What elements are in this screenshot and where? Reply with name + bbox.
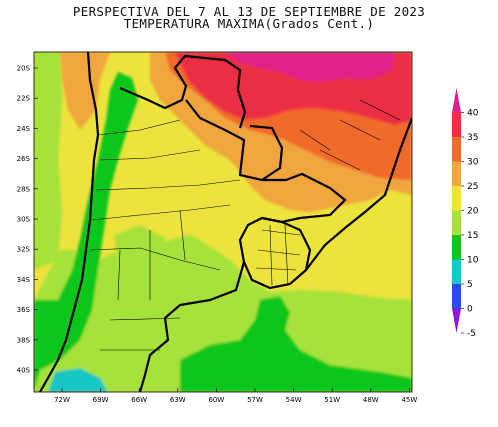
lat-tick-label: 30S	[17, 216, 31, 224]
lon-tick-label: 63W	[170, 396, 186, 404]
map-title-line1: PERSPECTIVA DEL 7 AL 13 DE SEPTIEMBRE DE…	[72, 4, 426, 19]
lon-tick-label: 60W	[208, 396, 224, 404]
colorbar-tick-label: -5	[467, 329, 476, 339]
colorbar-segment	[452, 161, 461, 186]
lat-tick-label: 36S	[17, 306, 31, 314]
lat-tick-label: 22S	[17, 95, 31, 103]
lon-tick-label: 69W	[93, 396, 109, 404]
band-15-20-west	[34, 52, 62, 270]
colorbar-tick-label: 25	[467, 182, 478, 192]
colorbar-cap-top	[452, 88, 461, 113]
lat-tick-label: 38S	[17, 336, 31, 344]
colorbar-tick-label: 30	[467, 158, 479, 168]
country-borders	[39, 52, 412, 392]
band-10-15-andes	[34, 72, 138, 392]
band-25-30-north	[60, 52, 110, 130]
lon-tick-label: 45W	[401, 396, 417, 404]
colorbar-tick-label: 20	[467, 207, 479, 217]
lon-tick-label: 57W	[247, 396, 263, 404]
colorbar-tick-label: 5	[467, 280, 473, 290]
lat-tick-label: 28S	[17, 185, 31, 193]
map-frame	[33, 51, 413, 393]
colorbar-tick-label: 35	[467, 133, 478, 143]
map-title-line2: TEMPERATURA MAXIMA(Grados Cent.)	[123, 16, 375, 31]
colorbar-tick-label: 15	[467, 231, 478, 241]
colorbar: 40 35 30 25 20 15 10 5 0 -5	[452, 88, 479, 339]
lon-tick-label: 72W	[54, 396, 70, 404]
band-40-plus	[225, 52, 395, 82]
border-argentina-chile	[39, 52, 100, 392]
province-borders	[89, 99, 401, 351]
lat-tick-label: 20S	[17, 65, 31, 73]
band-5-10	[48, 368, 108, 392]
band-15-20-center	[115, 225, 165, 282]
lat-tick-label: 24S	[17, 125, 31, 133]
lat-tick-label: 32S	[17, 246, 31, 254]
border-paraguay	[185, 99, 284, 182]
colorbar-cap-bottom	[452, 308, 461, 333]
longitude-axis: 72W 69W 66W 63W 60W 57W 54W 51W 48W 45W	[54, 388, 417, 404]
lon-tick-label: 48W	[363, 396, 379, 404]
colorbar-segment	[452, 137, 461, 162]
band-10-15-coast	[180, 296, 412, 392]
coastline-brazil	[305, 117, 412, 271]
colorbar-segment	[452, 284, 461, 309]
lat-tick-label: 26S	[17, 155, 31, 163]
colorbar-segment	[452, 112, 461, 137]
colorbar-tick-label: 0	[467, 305, 473, 315]
border-brazil-argentina	[261, 172, 347, 224]
lon-tick-label: 54W	[286, 396, 302, 404]
colorbar-tick-label: 40	[467, 109, 479, 119]
latitude-axis: 20S 22S 24S 26S 28S 30S 32S 34S 36S 38S 40S	[17, 65, 38, 375]
colorbar-segment	[452, 210, 461, 235]
colorbar-segment	[452, 186, 461, 211]
border-bolivia	[119, 54, 247, 129]
lon-tick-label: 66W	[131, 396, 147, 404]
border-uruguay	[238, 216, 312, 290]
colorbar-segment	[452, 235, 461, 260]
temperature-field	[34, 52, 412, 392]
lat-tick-label: 40S	[17, 367, 31, 375]
colorbar-tick-label: 10	[467, 256, 479, 266]
lat-tick-label: 34S	[17, 276, 31, 284]
colorbar-segment	[452, 259, 461, 284]
coastline-argentina	[138, 261, 246, 392]
lon-tick-label: 51W	[324, 396, 340, 404]
